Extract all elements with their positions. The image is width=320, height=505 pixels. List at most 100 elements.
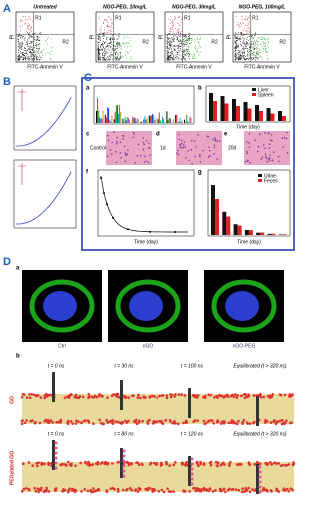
- event: [178, 33, 179, 34]
- event: [34, 56, 35, 57]
- lipid-head: [281, 423, 284, 426]
- event: [254, 35, 255, 36]
- event: [241, 45, 242, 46]
- lipid-head: [83, 420, 86, 423]
- event: [27, 54, 28, 55]
- event: [170, 55, 171, 56]
- event: [27, 46, 28, 47]
- event: [247, 20, 248, 21]
- bar: [137, 118, 138, 123]
- lipid-head: [79, 462, 82, 465]
- event: [199, 43, 200, 44]
- event: [195, 46, 196, 47]
- event: [186, 44, 187, 45]
- event: [100, 47, 101, 48]
- event: [173, 31, 174, 32]
- nucleus: [185, 157, 187, 159]
- event: [185, 34, 186, 35]
- nucleus: [263, 144, 265, 146]
- event: [31, 42, 32, 43]
- event: [181, 44, 182, 45]
- event: [243, 55, 244, 56]
- event: [238, 32, 239, 33]
- event: [106, 46, 107, 47]
- event: [169, 58, 170, 59]
- nucleus: [261, 157, 263, 159]
- event: [98, 48, 99, 49]
- event: [102, 53, 103, 54]
- event: [19, 54, 20, 55]
- event: [170, 52, 171, 53]
- nucleus: [270, 139, 272, 141]
- event: [171, 42, 172, 43]
- event: [104, 51, 105, 52]
- lipid-head: [49, 420, 52, 423]
- event: [238, 54, 239, 55]
- event: [180, 35, 181, 36]
- event: [244, 55, 245, 56]
- event: [34, 55, 35, 56]
- event: [118, 55, 119, 56]
- lipid-head: [291, 489, 294, 492]
- event: [189, 35, 190, 36]
- lipid-head: [30, 393, 33, 396]
- lipid-head: [288, 395, 291, 398]
- event: [35, 54, 36, 55]
- event: [253, 41, 254, 42]
- lipid-head: [69, 394, 72, 397]
- event: [184, 36, 185, 37]
- bar: [282, 116, 286, 121]
- lipid-head: [115, 393, 118, 396]
- lipid-head: [170, 396, 173, 399]
- event: [168, 50, 169, 51]
- event: [23, 54, 24, 55]
- curve: [16, 172, 71, 224]
- nucleus: [143, 149, 145, 151]
- event: [105, 20, 106, 21]
- event: [33, 33, 34, 34]
- event: [20, 27, 21, 28]
- event: [177, 45, 178, 46]
- point: [112, 217, 114, 219]
- event: [28, 33, 29, 34]
- event: [194, 55, 195, 56]
- event: [249, 36, 250, 37]
- event: [109, 55, 110, 56]
- nucleus: [208, 156, 210, 158]
- event: [170, 44, 171, 45]
- event: [115, 50, 116, 51]
- lipid-head: [221, 463, 224, 466]
- event: [248, 40, 249, 41]
- nucleus: [282, 146, 284, 148]
- nucleus: [179, 144, 181, 146]
- bar: [182, 121, 183, 123]
- event: [119, 59, 120, 60]
- x-axis-label: Time (day): [236, 124, 260, 130]
- event: [167, 55, 168, 56]
- lipid-head: [284, 394, 287, 397]
- event: [26, 51, 27, 52]
- event: [126, 57, 127, 58]
- lipid-head: [166, 487, 169, 490]
- event: [120, 55, 121, 56]
- nucleus: [116, 143, 118, 145]
- event: [255, 32, 256, 33]
- event: [114, 49, 115, 50]
- event: [238, 25, 239, 26]
- plot-frame: [165, 12, 223, 62]
- nucleus: [212, 139, 214, 141]
- event: [168, 59, 169, 60]
- lipid-head: [188, 490, 191, 493]
- event: [260, 52, 261, 53]
- nucleus: [260, 158, 262, 160]
- event: [28, 46, 29, 47]
- event: [22, 25, 23, 26]
- event: [245, 46, 246, 47]
- nucleus: [183, 144, 185, 146]
- bar: [140, 122, 141, 123]
- event: [109, 59, 110, 60]
- lipid-head: [146, 420, 149, 423]
- region-label: R2: [142, 39, 149, 45]
- event: [33, 21, 34, 22]
- nucleus: [269, 157, 271, 159]
